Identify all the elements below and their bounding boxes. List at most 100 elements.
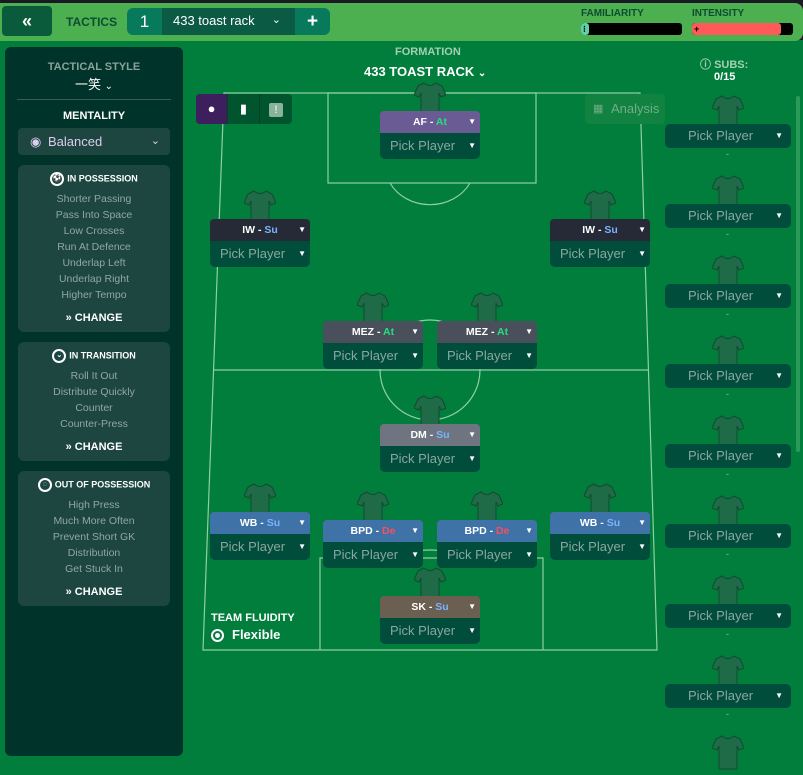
duty-label: Su — [264, 224, 278, 236]
pick-player-select[interactable]: Pick Player ▼ — [550, 534, 650, 560]
caret-down-icon: ▼ — [525, 526, 533, 535]
tactical-style-title: TACTICAL STYLE — [47, 61, 141, 73]
pick-player-select[interactable]: Pick Player ▼ — [380, 133, 480, 159]
sub-pick-player[interactable]: Pick Player ▼ — [665, 124, 791, 148]
caret-down-icon: ▼ — [468, 430, 476, 439]
pick-player-label: Pick Player — [220, 539, 286, 554]
role-selector[interactable]: MEZ - At ▼ — [323, 321, 423, 343]
position-card: IW - Su ▼ Pick Player ▼ — [550, 219, 650, 267]
caret-down-icon: ▼ — [775, 371, 783, 380]
formation-select[interactable]: 433 TOAST RACK ⌄ — [364, 64, 486, 79]
position-card: AF - At ▼ Pick Player ▼ — [380, 111, 480, 159]
caret-down-icon: ▼ — [411, 526, 419, 535]
analysis-button[interactable]: ▦ Analysis — [585, 94, 665, 124]
tactic-selector[interactable]: 433 toast rack ⌄ — [162, 8, 295, 35]
pick-player-label: Pick Player — [560, 539, 626, 554]
pick-player-label: Pick Player — [333, 348, 399, 363]
stats-view-button[interactable]: ▮ — [228, 94, 260, 124]
caret-down-icon: ▼ — [525, 351, 533, 360]
back-button[interactable]: « — [2, 6, 52, 36]
grid-icon: ▦ — [593, 103, 604, 115]
analysis-label: Analysis — [611, 101, 660, 116]
change-button[interactable]: » CHANGE — [18, 312, 170, 324]
role-selector[interactable]: BPD - De ▼ — [437, 520, 537, 542]
change-button[interactable]: » CHANGE — [18, 441, 170, 453]
caret-down-icon: ▼ — [468, 141, 476, 150]
instruction-item: Underlap Left — [62, 257, 126, 269]
sub-pick-player[interactable]: Pick Player ▼ — [665, 364, 791, 388]
role-separator: - — [597, 517, 607, 529]
tactic-tabs: 1 433 toast rack ⌄ + — [127, 8, 330, 35]
out-of-possession-icon: ◌ — [37, 478, 52, 492]
mentality-select[interactable]: ◉ Balanced ⌄ — [18, 128, 170, 155]
familiarity-bar[interactable]: ⁝ — [581, 23, 682, 35]
subs-scrollbar[interactable] — [796, 96, 800, 452]
role-selector[interactable]: SK - Su ▼ — [380, 596, 480, 618]
add-tactic-button[interactable]: + — [306, 11, 319, 32]
intensity-fill — [692, 23, 781, 35]
tactical-style-value: 一笑 — [74, 77, 101, 92]
role-selector[interactable]: DM - Su ▼ — [380, 424, 480, 446]
view-toggle: ● ▮ ! — [196, 94, 292, 124]
role-selector[interactable]: AF - At ▼ — [380, 111, 480, 133]
pick-player-select[interactable]: Pick Player ▼ — [437, 542, 537, 568]
sub-pick-player[interactable]: Pick Player ▼ — [665, 284, 791, 308]
caret-down-icon: ▼ — [775, 531, 783, 540]
instruction-item: Much More Often — [53, 515, 135, 527]
sub-pick-player[interactable]: Pick Player ▼ — [665, 684, 791, 708]
pick-player-select[interactable]: Pick Player ▼ — [380, 618, 480, 644]
instruction-item: Counter — [75, 402, 113, 414]
instructions-view-button[interactable]: ! — [260, 94, 292, 124]
shirt-icon — [711, 734, 745, 770]
role-selector[interactable]: BPD - De ▼ — [323, 520, 423, 542]
transition-icon: ⌄ — [52, 349, 67, 363]
chevron-down-icon: ⌄ — [271, 14, 281, 26]
person-icon: ● — [207, 101, 216, 116]
shirt-icon — [711, 254, 745, 290]
position-card: BPD - De ▼ Pick Player ▼ — [437, 520, 537, 568]
role-selector[interactable]: MEZ - At ▼ — [437, 321, 537, 343]
shirt-icon — [711, 414, 745, 450]
tactic-name: 433 toast rack — [173, 13, 255, 28]
role-selector[interactable]: IW - Su ▼ — [550, 219, 650, 241]
role-selector[interactable]: WB - Su ▼ — [210, 512, 310, 534]
double-chevron-right-icon: » — [65, 441, 75, 453]
player-view-button[interactable]: ● — [196, 94, 228, 124]
familiarity-label: FAMILIARITY — [581, 8, 644, 19]
pick-player-select[interactable]: Pick Player ▼ — [210, 534, 310, 560]
change-label: CHANGE — [74, 312, 123, 324]
radio-icon — [211, 629, 224, 643]
duty-label: Su — [604, 224, 618, 236]
sub-pick-player[interactable]: Pick Player ▼ — [665, 604, 791, 628]
mentality-title: MENTALITY — [62, 110, 126, 122]
info-icon: ⓘ — [700, 59, 711, 71]
sub-pick-player[interactable]: Pick Player ▼ — [665, 444, 791, 468]
pick-player-label: Pick Player — [560, 246, 626, 261]
chevron-down-icon: ⌄ — [104, 81, 114, 92]
caret-down-icon: ▼ — [638, 225, 646, 234]
pick-player-select[interactable]: Pick Player ▼ — [437, 343, 537, 369]
pick-player-select[interactable]: Pick Player ▼ — [550, 241, 650, 267]
instruction-item: Distribute Quickly — [53, 386, 135, 398]
divider — [17, 99, 171, 100]
caret-down-icon: ▼ — [468, 454, 476, 463]
pick-player-select[interactable]: Pick Player ▼ — [323, 542, 423, 568]
role-selector[interactable]: IW - Su ▼ — [210, 219, 310, 241]
caret-down-icon: ▼ — [468, 602, 476, 611]
bar-chart-icon: ▮ — [239, 101, 248, 116]
pick-player-select[interactable]: Pick Player ▼ — [380, 446, 480, 472]
mentality-icon: ◉ — [30, 134, 42, 149]
intensity-bar[interactable]: + — [692, 23, 793, 35]
change-button[interactable]: » CHANGE — [18, 586, 170, 598]
sub-pick-player[interactable]: Pick Player ▼ — [665, 524, 791, 548]
role-name: MEZ — [351, 326, 375, 338]
tactic-slot-number[interactable]: 1 — [139, 12, 150, 31]
sub-pick-player[interactable]: Pick Player ▼ — [665, 204, 791, 228]
pick-player-select[interactable]: Pick Player ▼ — [210, 241, 310, 267]
team-fluidity-value[interactable]: Flexible — [211, 627, 280, 643]
pick-player-label: Pick Player — [220, 246, 286, 261]
role-selector[interactable]: WB - Su ▼ — [550, 512, 650, 534]
pick-player-select[interactable]: Pick Player ▼ — [323, 343, 423, 369]
tactical-style-select[interactable]: 一笑 ⌄ — [5, 74, 183, 93]
caret-down-icon: ▼ — [298, 249, 306, 258]
